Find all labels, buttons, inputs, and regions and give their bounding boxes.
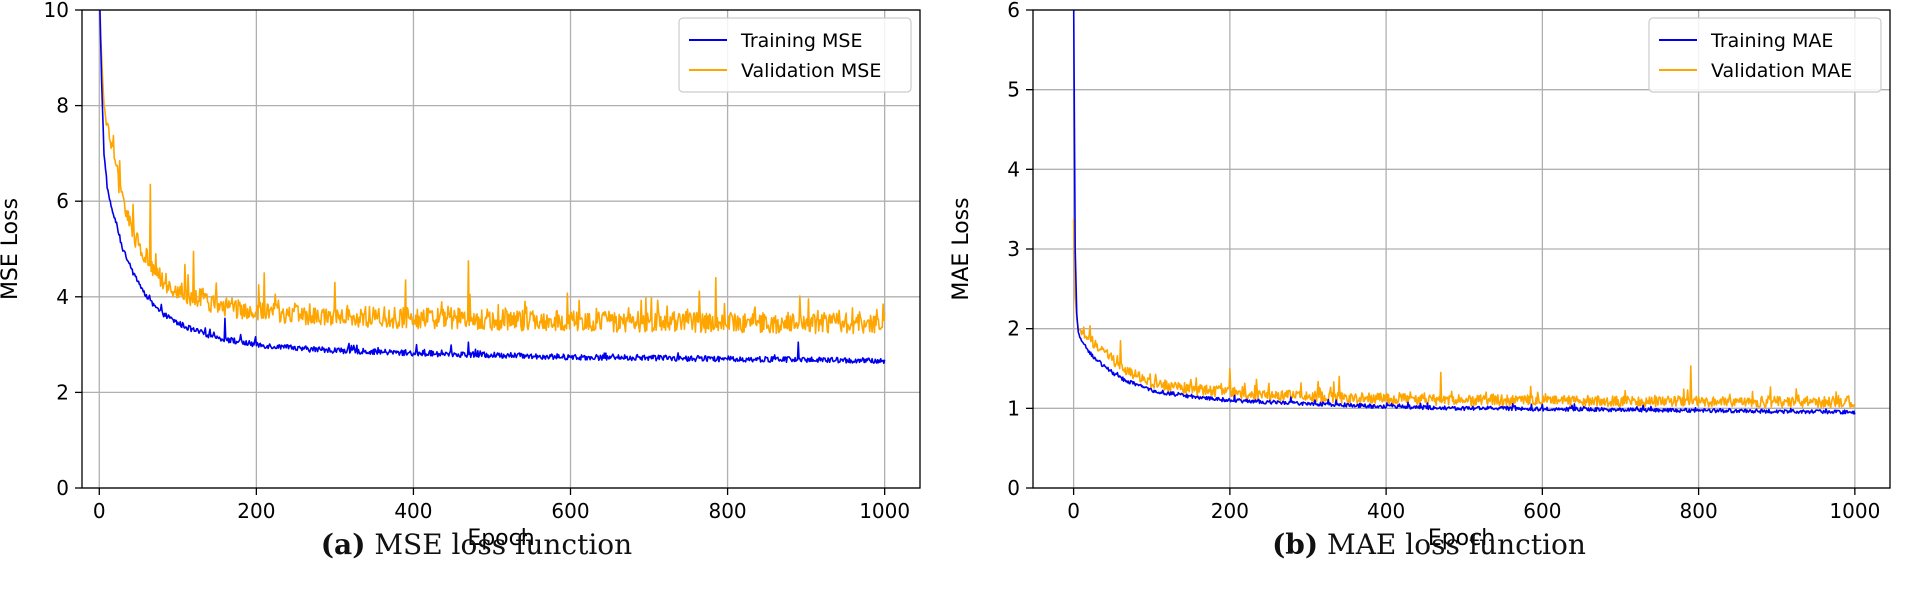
- mse-series-training-line: [99, 10, 886, 365]
- mae-xtick-label-3: 600: [1523, 499, 1561, 523]
- mae-series-validation-line: [1072, 219, 1856, 409]
- mae-plot-area: [1072, 10, 1856, 415]
- mae-ytick-label-3: 3: [1007, 237, 1020, 261]
- mae-ytick-label-4: 4: [1007, 157, 1020, 181]
- mse-xtick-label-4: 800: [708, 499, 746, 523]
- mse-legend-label-1: Validation MSE: [741, 60, 881, 82]
- mae-ytick-label-0: 0: [1007, 476, 1020, 500]
- mse-legend-label-0: Training MSE: [740, 30, 862, 52]
- mae-xtick-label-2: 400: [1367, 499, 1405, 523]
- caption-b-text: MAE loss function: [1318, 528, 1586, 561]
- mse-xtick-label-5: 1000: [859, 499, 910, 523]
- mae-xlabel: Epoch: [1428, 526, 1495, 551]
- mae-ytick-label-1: 1: [1007, 396, 1020, 420]
- mse-plot-area: [99, 10, 886, 365]
- mse-ytick-label-1: 2: [56, 380, 69, 404]
- mae-ylabel: MAE Loss: [949, 197, 974, 300]
- mse-ytick-label-0: 0: [56, 476, 69, 500]
- mse-series-validation-line: [99, 10, 886, 335]
- caption-a: (a) MSE loss function: [0, 528, 953, 572]
- mae-ytick-label-5: 5: [1007, 78, 1020, 102]
- mse-chart: 0 200 400 600 800 1000 0 2 4 6 8 10 Epoch MSE Loss Tra…: [0, 0, 921, 551]
- mae-xtick-label-1: 200: [1211, 499, 1249, 523]
- mae-legend-box: [1648, 17, 1882, 93]
- mse-ylabel: MSE Loss: [0, 198, 23, 300]
- mse-ytick-label-2: 4: [56, 285, 69, 309]
- mae-legend: Training MAE Validation MAE: [1648, 17, 1882, 93]
- mse-xtick-label-3: 600: [551, 499, 589, 523]
- mae-legend-label-1: Validation MAE: [1711, 60, 1852, 82]
- mse-ytick-label-4: 8: [56, 94, 69, 118]
- mse-ytick-label-3: 6: [56, 189, 69, 213]
- mse-legend: Training MSE Validation MSE: [678, 17, 912, 93]
- caption-b: (b) MAE loss function: [953, 528, 1905, 572]
- mse-xtick-label-2: 400: [394, 499, 432, 523]
- mse-xtick-label-0: 0: [93, 499, 106, 523]
- mse-xtick-label-1: 200: [237, 499, 275, 523]
- caption-b-label: (b): [1272, 528, 1319, 561]
- mae-chart: 0 200 400 600 800 1000 0 1 2 3 4 5 6 Epoch MAE Loss Tra…: [949, 0, 1891, 551]
- caption-a-text: MSE loss function: [365, 528, 633, 561]
- mae-ytick-label-2: 2: [1007, 317, 1020, 341]
- mse-legend-box: [678, 17, 912, 93]
- mae-series-training-line: [1072, 10, 1856, 415]
- mse-axes-frame: [81, 9, 921, 489]
- mae-xtick-label-4: 800: [1680, 499, 1718, 523]
- mae-xtick-label-0: 0: [1067, 499, 1080, 523]
- mse-ytick-label-5: 10: [44, 0, 69, 22]
- mae-ytick-label-6: 6: [1007, 0, 1020, 22]
- mse-xlabel: Epoch: [467, 526, 534, 551]
- mae-xtick-label-5: 1000: [1829, 499, 1880, 523]
- mae-legend-label-0: Training MAE: [1710, 30, 1833, 52]
- caption-a-label: (a): [320, 528, 366, 561]
